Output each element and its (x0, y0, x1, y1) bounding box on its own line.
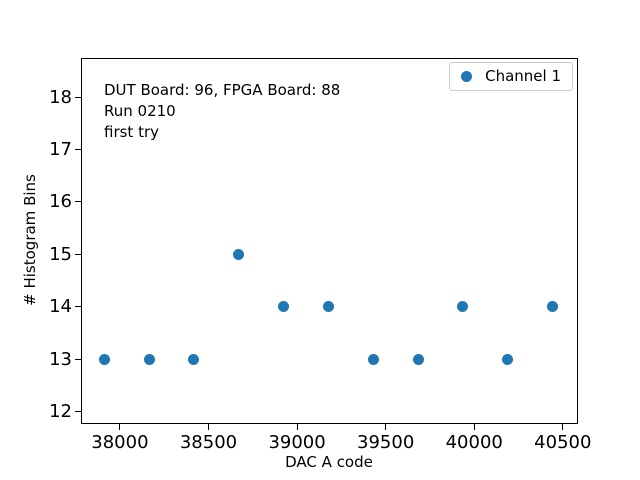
data-point (412, 353, 424, 365)
legend-marker-icon (461, 71, 473, 82)
data-point (188, 353, 200, 365)
data-point (457, 301, 469, 313)
x-tick-label: 40500 (534, 432, 592, 453)
y-tick-label: 17 (49, 139, 72, 161)
data-point (233, 248, 245, 260)
annotation-line-3: first try (104, 123, 160, 141)
annotation-line-1: DUT Board: 96, FPGA Board: 88 (104, 81, 341, 99)
y-tick-label: 18 (49, 86, 72, 108)
x-tick-label: 40000 (445, 432, 503, 453)
data-point (278, 301, 290, 313)
annotation-line-2: Run 0210 (104, 102, 176, 120)
data-point (367, 353, 379, 365)
legend-label: Channel 1 (485, 67, 561, 85)
y-tick-label: 14 (49, 296, 72, 318)
x-tick-mark (119, 423, 121, 430)
y-tick-label: 15 (49, 243, 72, 265)
data-point (547, 301, 559, 313)
x-tick-mark (207, 423, 209, 430)
y-tick-label: 16 (49, 191, 72, 213)
x-tick-mark (385, 423, 387, 430)
y-tick-mark (75, 306, 81, 308)
y-tick-label: 13 (49, 348, 72, 370)
y-tick-mark (75, 253, 81, 255)
y-tick-mark (75, 358, 81, 360)
y-tick-mark (75, 201, 81, 203)
x-tick-label: 38500 (179, 432, 238, 453)
x-tick-mark (562, 423, 564, 430)
x-tick-mark (473, 423, 475, 430)
x-tick-label: 38000 (91, 432, 149, 453)
plot-annotation: DUT Board: 96, FPGA Board: 88 Run 0210 f… (104, 80, 340, 143)
x-tick-label: 39000 (268, 432, 326, 453)
data-point (322, 301, 334, 313)
x-tick-label: 39500 (357, 432, 415, 453)
y-tick-mark (75, 149, 81, 151)
data-point (502, 353, 514, 365)
plot-area: DUT Board: 96, FPGA Board: 88 Run 0210 f… (49, 58, 591, 453)
data-point (98, 353, 110, 365)
x-axis-label: DAC A code (285, 453, 373, 471)
y-tick-label: 12 (49, 400, 72, 422)
y-tick-mark (75, 410, 81, 412)
y-tick-mark (75, 96, 81, 98)
data-point (143, 353, 155, 365)
legend: Channel 1 (449, 62, 573, 91)
x-tick-mark (296, 423, 298, 430)
